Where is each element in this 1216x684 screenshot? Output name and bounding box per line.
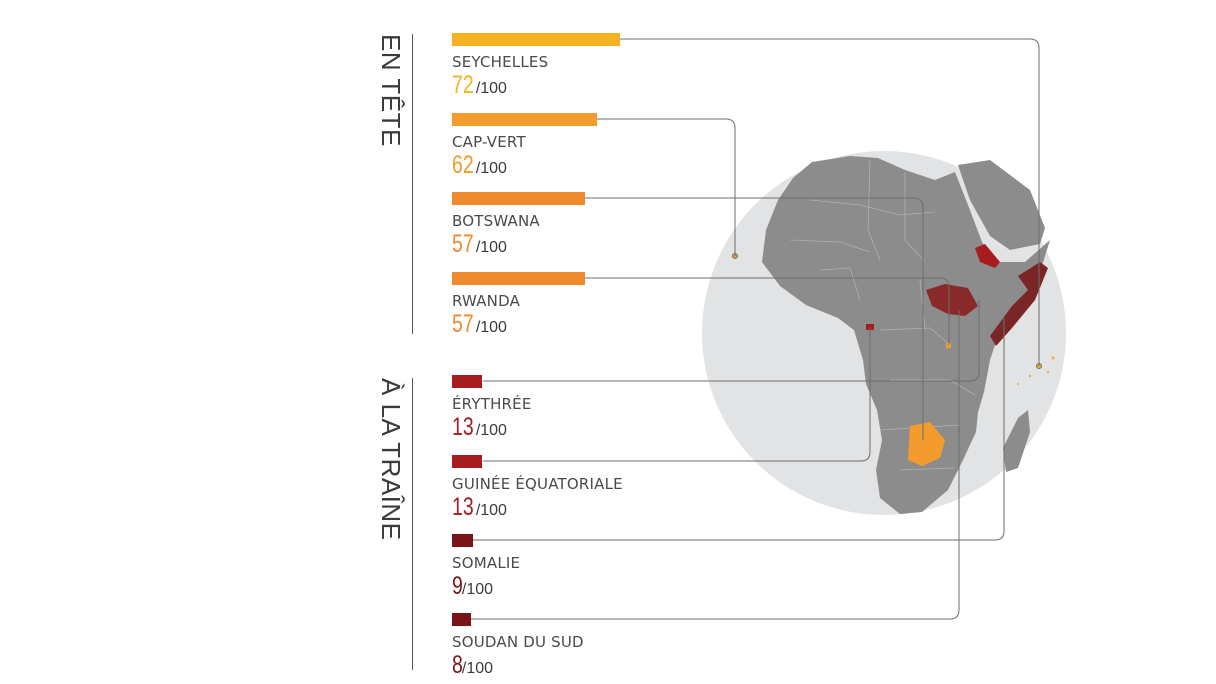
- country-name: BOTSWANA: [452, 212, 540, 230]
- section-rule-top: [412, 34, 413, 334]
- country-borders: [789, 159, 976, 471]
- score-suffix: /100: [475, 160, 507, 177]
- score-suffix: /100: [475, 422, 507, 439]
- bar: [452, 534, 473, 547]
- score-value: 72: [452, 71, 474, 99]
- leader-lines: [470, 38, 1040, 620]
- section-label-top: EN TÊTE: [376, 34, 406, 147]
- country-rwanda: [946, 343, 951, 348]
- country-name: SOMALIE: [452, 554, 521, 572]
- score-suffix: /100: [475, 319, 507, 336]
- bar: [452, 33, 620, 46]
- score-value: 62: [452, 151, 474, 179]
- madagascar: [1003, 410, 1030, 472]
- country-score: 8/100: [452, 651, 493, 680]
- country-score: 57/100: [452, 310, 507, 339]
- bar: [452, 113, 597, 126]
- score-suffix: /100: [461, 581, 494, 598]
- bar: [452, 375, 482, 388]
- score-suffix: /100: [475, 80, 507, 97]
- country-score: 57/100: [452, 230, 507, 259]
- bar: [452, 272, 585, 285]
- country-name: RWANDA: [452, 292, 521, 310]
- country-name: ÉRYTHRÉE: [452, 395, 532, 413]
- country-botswana: [908, 422, 945, 466]
- score-suffix: /100: [475, 502, 507, 519]
- country-name: SEYCHELLES: [452, 53, 549, 71]
- country-eritrea: [975, 244, 1000, 268]
- score-suffix: /100: [461, 660, 494, 677]
- score-value: 57: [452, 230, 474, 258]
- arabian-peninsula: [958, 160, 1045, 250]
- bar: [452, 455, 482, 468]
- score-value: 57: [452, 310, 474, 338]
- country-name: SOUDAN DU SUD: [452, 633, 584, 651]
- section-label-bottom: À LA TRAÎNE: [376, 378, 406, 541]
- bar: [452, 192, 585, 205]
- africa-landmass: [762, 156, 1050, 514]
- score-suffix: /100: [475, 239, 507, 256]
- country-name: GUINÉE ÉQUATORIALE: [452, 475, 623, 493]
- country-score: 13/100: [452, 493, 507, 522]
- country-score: 9/100: [452, 572, 493, 601]
- country-score: 72/100: [452, 71, 507, 100]
- country-score: 13/100: [452, 413, 507, 442]
- bar: [452, 613, 471, 626]
- score-value: 9: [452, 572, 463, 600]
- score-value: 13: [452, 493, 474, 521]
- country-score: 62/100: [452, 151, 507, 180]
- score-value: 13: [452, 413, 474, 441]
- country-name: CAP-VERT: [452, 133, 526, 151]
- section-rule-bottom: [412, 378, 413, 670]
- country-south-sudan: [926, 284, 978, 316]
- score-value: 8: [452, 651, 463, 679]
